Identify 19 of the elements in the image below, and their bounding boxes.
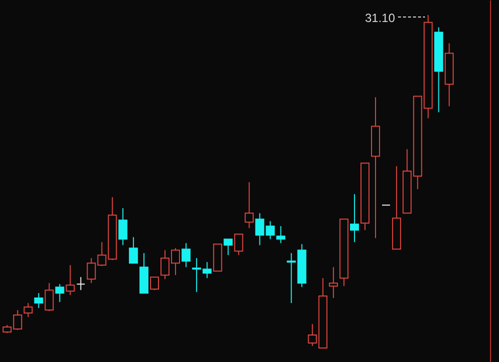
candlestick: [34, 292, 44, 309]
candlestick: [244, 182, 254, 229]
candlestick: [234, 234, 244, 256]
candlestick: [128, 236, 138, 264]
candlestick: [76, 276, 86, 291]
candlestick: [350, 194, 359, 243]
candlestick: [182, 242, 191, 268]
candlestick: [44, 282, 54, 312]
candlestick: [276, 226, 286, 244]
candlestick: [24, 302, 33, 318]
candlestick: [66, 264, 75, 296]
candlestick: [328, 266, 338, 299]
candlestick: [266, 220, 275, 240]
annotation: 31.10: [364, 11, 396, 25]
candlestick: [255, 212, 264, 246]
candlestick: [55, 284, 64, 303]
candlestick: [118, 208, 128, 246]
candlestick: [150, 276, 159, 291]
candlestick: [224, 238, 233, 256]
